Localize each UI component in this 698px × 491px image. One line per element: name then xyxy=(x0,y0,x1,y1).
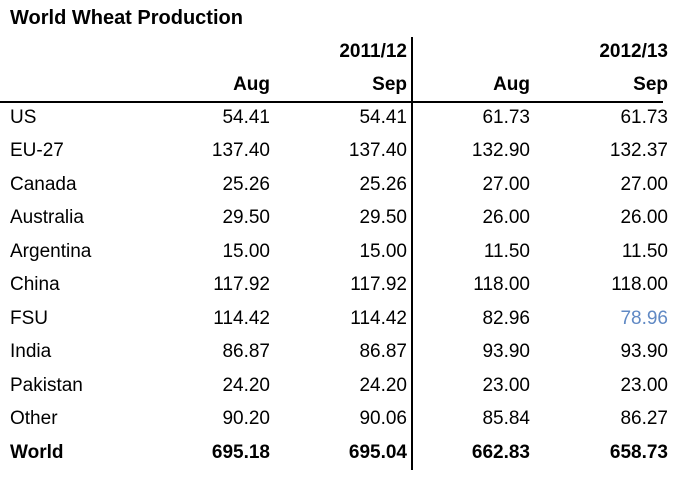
value-cell: 85.84 xyxy=(482,408,530,430)
row-label: US xyxy=(10,106,37,128)
table-row-us: US 54.41 54.41 61.73 61.73 xyxy=(0,101,698,135)
value-cell: 61.73 xyxy=(482,106,530,128)
row-label: Other xyxy=(10,408,58,430)
table-row-argentina: Argentina 15.00 15.00 11.50 11.50 xyxy=(0,235,698,269)
year-header-row: 2011/12 2012/13 xyxy=(0,36,698,68)
value-cell: 54.41 xyxy=(359,106,407,128)
month-header: Aug xyxy=(493,73,530,95)
spacer-cell xyxy=(0,36,150,68)
year-header-2012-13: 2012/13 xyxy=(599,41,668,62)
value-cell: 26.00 xyxy=(482,207,530,229)
row-label: Canada xyxy=(10,173,77,195)
value-cell: 11.50 xyxy=(621,240,668,262)
data-table: 2011/12 2012/13 Aug Sep Aug Sep US 54.41 5… xyxy=(0,36,698,470)
table-body: US 54.41 54.41 61.73 61.73 EU-27 137.40 137.40 1… xyxy=(0,101,698,470)
value-cell: 78.96 xyxy=(620,307,668,329)
row-label: EU-27 xyxy=(10,140,64,162)
value-cell: 29.50 xyxy=(222,207,270,229)
row-label: Australia xyxy=(10,207,84,229)
value-cell: 82.96 xyxy=(482,307,530,329)
month-header: Aug xyxy=(233,73,270,95)
value-cell: 15.00 xyxy=(359,240,407,262)
value-cell: 86.87 xyxy=(359,341,407,363)
table-row-world: World 695.18 695.04 662.83 658.73 xyxy=(0,436,698,470)
month-header: Sep xyxy=(633,73,668,95)
spacer-cell xyxy=(0,68,150,101)
value-cell: 132.37 xyxy=(609,140,668,162)
value-cell: 137.40 xyxy=(348,140,407,162)
table-row-pakistan: Pakistan 24.20 24.20 23.00 23.00 xyxy=(0,369,698,403)
value-cell: 114.42 xyxy=(350,307,407,329)
value-cell: 137.40 xyxy=(211,140,270,162)
table-row-india: India 86.87 86.87 93.90 93.90 xyxy=(0,336,698,370)
value-cell: 86.87 xyxy=(222,341,270,363)
column-divider-line xyxy=(411,37,413,470)
header-underline xyxy=(0,101,663,103)
value-cell: 23.00 xyxy=(482,374,530,396)
month-header-row: Aug Sep Aug Sep xyxy=(0,68,698,101)
value-cell: 118.00 xyxy=(473,274,530,296)
row-label: Pakistan xyxy=(10,374,83,396)
row-label: World xyxy=(10,441,64,463)
month-header: Sep xyxy=(372,73,407,95)
row-label: Argentina xyxy=(10,240,92,262)
year-header-2011-12: 2011/12 xyxy=(339,41,407,62)
value-cell: 27.00 xyxy=(620,173,668,195)
value-cell: 25.26 xyxy=(359,173,407,195)
value-cell: 23.00 xyxy=(620,374,668,396)
value-cell: 54.41 xyxy=(222,106,270,128)
row-label: India xyxy=(10,341,52,363)
value-cell: 118.00 xyxy=(611,274,668,296)
value-cell: 117.92 xyxy=(213,274,270,296)
value-cell: 15.00 xyxy=(222,240,270,262)
row-label: FSU xyxy=(10,307,48,329)
spacer-cell xyxy=(150,36,272,68)
value-cell: 93.90 xyxy=(620,341,668,363)
value-cell: 24.20 xyxy=(222,374,270,396)
value-cell: 117.92 xyxy=(350,274,407,296)
value-cell: 114.42 xyxy=(213,307,270,329)
value-cell: 86.27 xyxy=(620,408,668,430)
table-row-australia: Australia 29.50 29.50 26.00 26.00 xyxy=(0,202,698,236)
page-title: World Wheat Production xyxy=(10,7,243,29)
value-cell: 61.73 xyxy=(620,106,668,128)
value-cell: 26.00 xyxy=(620,207,668,229)
table-row-other: Other 90.20 90.06 85.84 86.27 xyxy=(0,403,698,437)
table-row-eu-27: EU-27 137.40 137.40 132.90 132.37 xyxy=(0,135,698,169)
value-cell: 695.18 xyxy=(211,441,270,463)
value-cell: 24.20 xyxy=(359,374,407,396)
value-cell: 132.90 xyxy=(471,140,530,162)
value-cell: 25.26 xyxy=(222,173,270,195)
spacer-cell xyxy=(412,36,538,68)
table-row-canada: Canada 25.26 25.26 27.00 27.00 xyxy=(0,168,698,202)
value-cell: 90.06 xyxy=(359,408,407,430)
table-row-china: China 117.92 117.92 118.00 118.00 xyxy=(0,269,698,303)
value-cell: 695.04 xyxy=(348,441,407,463)
row-label: China xyxy=(10,274,60,296)
value-cell: 658.73 xyxy=(609,441,668,463)
value-cell: 90.20 xyxy=(222,408,270,430)
value-cell: 27.00 xyxy=(482,173,530,195)
value-cell: 662.83 xyxy=(471,441,530,463)
table-row-fsu: FSU 114.42 114.42 82.96 78.96 xyxy=(0,302,698,336)
value-cell: 11.50 xyxy=(483,240,530,262)
value-cell: 29.50 xyxy=(359,207,407,229)
value-cell: 93.90 xyxy=(482,341,530,363)
